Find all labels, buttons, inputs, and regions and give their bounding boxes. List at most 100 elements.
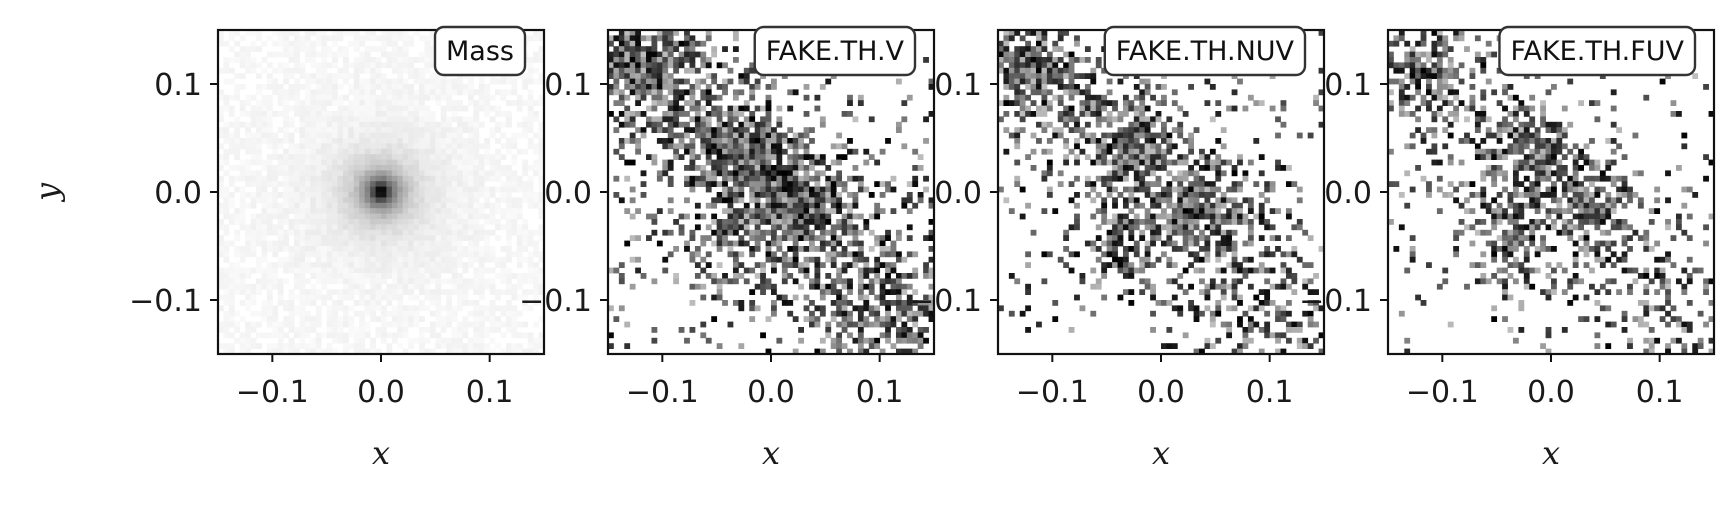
heatmap-cell — [326, 84, 333, 90]
heatmap-cell — [261, 208, 268, 214]
heatmap-cell — [484, 100, 491, 106]
heatmap-cell — [397, 165, 404, 171]
heatmap-cell — [776, 165, 783, 171]
heatmap-cell — [386, 116, 393, 123]
heatmap-cell — [386, 208, 393, 214]
heatmap-cell — [857, 94, 864, 101]
heatmap-cell — [250, 229, 257, 236]
heatmap-cell — [495, 305, 501, 312]
heatmap-cell — [651, 62, 658, 69]
heatmap-cell — [375, 148, 382, 155]
heatmap-cell — [446, 132, 453, 139]
heatmap-cell — [353, 327, 360, 333]
heatmap-cell — [272, 273, 279, 279]
heatmap-cell — [901, 197, 908, 204]
heatmap-cell — [462, 175, 469, 182]
heatmap-cell — [364, 224, 371, 231]
heatmap-cell — [218, 192, 224, 198]
heatmap-cell — [364, 208, 371, 214]
heatmap-cell — [299, 170, 306, 177]
heatmap-cell — [457, 229, 463, 236]
heatmap-cell — [651, 67, 658, 74]
heatmap-cell — [901, 289, 908, 295]
heatmap-cell — [673, 273, 680, 279]
heatmap-cell — [272, 202, 279, 209]
heatmap-cell — [332, 121, 338, 128]
heatmap-cell — [256, 111, 262, 117]
heatmap-cell — [451, 138, 458, 144]
heatmap-cell — [890, 289, 897, 295]
heatmap-cell — [375, 235, 382, 241]
heatmap-cell — [397, 78, 404, 85]
heatmap-cell — [321, 132, 328, 139]
heatmap-cell — [667, 229, 674, 236]
heatmap-cell — [776, 256, 783, 263]
heatmap-cell — [1144, 219, 1151, 225]
heatmap-cell — [803, 246, 810, 252]
heatmap-cell — [1133, 170, 1140, 177]
heatmap-cell — [391, 267, 398, 274]
heatmap-cell — [277, 235, 284, 241]
heatmap-cell — [223, 121, 230, 128]
heatmap-cell — [511, 229, 518, 236]
heatmap-cell — [364, 262, 371, 268]
heatmap-cell — [364, 251, 371, 258]
heatmap-cell — [364, 310, 371, 317]
heatmap-cell — [776, 246, 783, 252]
heatmap-cell — [624, 73, 631, 79]
heatmap-cell — [342, 332, 349, 339]
heatmap-cell — [1139, 94, 1146, 101]
heatmap-cell — [629, 46, 636, 52]
heatmap-cell — [792, 192, 799, 198]
heatmap-cell — [1041, 148, 1048, 155]
heatmap-cell — [478, 84, 485, 90]
heatmap-cell — [809, 138, 815, 144]
heatmap-cell — [912, 289, 919, 295]
heatmap-cell — [743, 240, 750, 247]
heatmap-cell — [809, 159, 815, 166]
heatmap-cell — [391, 35, 398, 42]
heatmap-cell — [473, 343, 480, 349]
heatmap-cell — [256, 283, 262, 290]
heatmap-cell — [408, 57, 414, 63]
heatmap-cell — [705, 262, 712, 268]
heatmap-cell — [391, 148, 398, 155]
heatmap-cell — [245, 143, 251, 150]
heatmap-cell — [478, 327, 485, 333]
heatmap-cell — [419, 289, 425, 295]
heatmap-cell — [533, 132, 539, 139]
heatmap-cell — [803, 305, 810, 312]
heatmap-cell — [429, 321, 436, 328]
heatmap-cell — [863, 148, 870, 155]
heatmap-cell — [1068, 148, 1075, 155]
heatmap-cell — [218, 278, 224, 285]
heatmap-cell — [397, 105, 404, 112]
heatmap-cell — [890, 240, 897, 247]
heatmap-cell — [326, 138, 333, 144]
heatmap-cell — [228, 343, 235, 349]
heatmap-cell — [462, 267, 469, 274]
heatmap-cell — [1150, 224, 1156, 231]
heatmap-cell — [391, 202, 398, 209]
heatmap-cell — [419, 35, 425, 42]
heatmap-cell — [391, 251, 398, 258]
heatmap-cell — [836, 332, 843, 339]
heatmap-cell — [538, 332, 545, 339]
heatmap-cell — [245, 273, 251, 279]
heatmap-cell — [727, 202, 734, 209]
heatmap-cell — [635, 111, 641, 117]
heatmap-cell — [223, 316, 230, 322]
heatmap-cell — [711, 105, 718, 112]
heatmap-cell — [792, 246, 799, 252]
heatmap-cell — [256, 46, 262, 52]
heatmap-cell — [803, 186, 810, 193]
heatmap-cell — [283, 332, 290, 339]
heatmap-cell — [1101, 100, 1108, 106]
heatmap-cell — [1150, 143, 1156, 150]
heatmap-cell — [538, 343, 545, 349]
heatmap-cell — [277, 208, 284, 214]
heatmap-cell — [527, 57, 534, 63]
heatmap-cell — [1095, 105, 1102, 112]
heatmap-cell — [1019, 310, 1026, 317]
heatmap-cell — [684, 35, 690, 42]
